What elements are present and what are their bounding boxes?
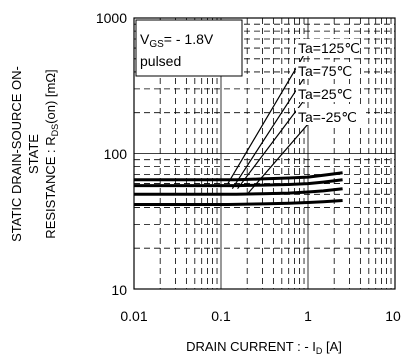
y-axis-label-line2: STATE	[26, 134, 41, 174]
limit-line-3	[246, 123, 309, 195]
x-tick-label-10: 10	[385, 308, 401, 324]
series-line-1	[134, 178, 343, 188]
series-line-0	[134, 171, 343, 182]
series-label-25: Ta=25℃	[298, 86, 352, 102]
series-line-2	[134, 187, 343, 196]
series-label-125: Ta=125℃	[298, 40, 360, 56]
y-axis-label-line1: STATIC DRAIN-SOURCE ON-	[9, 66, 24, 242]
x-tick-label-0.01: 0.01	[120, 308, 147, 324]
x-tick-label-1: 1	[304, 308, 312, 324]
y-tick-label-1000: 1000	[96, 10, 127, 26]
condition-line2: pulsed	[140, 53, 181, 69]
y-tick-label-10: 10	[111, 282, 127, 298]
y-axis-label-line3: RESISTANCE : RDS(on) [mΩ]	[43, 69, 60, 238]
x-tick-label-0.1: 0.1	[211, 308, 231, 324]
plot-frame	[133, 17, 396, 290]
x-axis-label: DRAIN CURRENT : - ID [A]	[186, 339, 342, 356]
condition-line1: VGS= - 1.8V	[140, 31, 214, 50]
series-line-3	[134, 199, 343, 206]
series-label-75: Ta=75℃	[298, 63, 352, 79]
limit-line-1	[231, 71, 309, 190]
series-lines	[134, 171, 343, 206]
series-label-neg25: Ta=-25℃	[298, 109, 357, 125]
limit-line-0	[227, 47, 309, 184]
y-tick-label-100: 100	[104, 146, 128, 162]
condition-box	[135, 19, 243, 77]
series-labels: Ta=125℃ Ta=75℃ Ta=25℃ Ta=-25℃	[296, 39, 366, 125]
y-axis-label: STATIC DRAIN-SOURCE ON- STATE RESISTANCE…	[9, 66, 60, 242]
